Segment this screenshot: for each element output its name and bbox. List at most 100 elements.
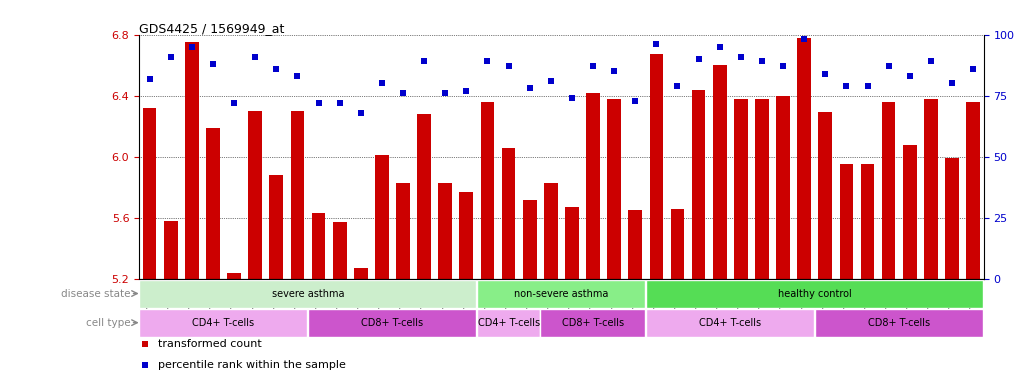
Point (226, 100, 242, 106)
Point (690, 56, 707, 62)
Bar (185, 42, 199, 279)
Bar (540, 309, 645, 337)
Bar (143, 108, 157, 279)
Bar (481, 102, 494, 279)
Point (289, 73, 306, 79)
Point (141, 76, 158, 82)
Bar (755, 99, 768, 279)
Point (458, 88, 475, 94)
Point (137, 362, 153, 369)
Point (310, 100, 327, 106)
Point (247, 53, 264, 60)
Point (585, 63, 602, 70)
Text: disease state: disease state (61, 288, 131, 298)
Bar (228, 273, 241, 279)
Bar (354, 268, 368, 279)
Bar (797, 38, 811, 279)
Text: healthy control: healthy control (778, 288, 852, 298)
Point (670, 83, 686, 89)
Bar (270, 175, 283, 279)
Point (648, 41, 664, 47)
Bar (966, 102, 980, 279)
Text: non-severe asthma: non-severe asthma (514, 288, 609, 298)
Bar (861, 164, 874, 279)
Bar (646, 280, 983, 308)
Bar (628, 210, 642, 279)
Bar (375, 155, 388, 279)
Text: percentile rank within the sample: percentile rank within the sample (158, 361, 346, 371)
Point (479, 58, 495, 65)
Text: CD4+ T-cells: CD4+ T-cells (478, 318, 540, 328)
Text: CD8+ T-cells: CD8+ T-cells (868, 318, 930, 328)
Text: CD8+ T-cells: CD8+ T-cells (562, 318, 624, 328)
Bar (544, 183, 557, 279)
Bar (333, 222, 346, 279)
Text: CD4+ T-cells: CD4+ T-cells (699, 318, 761, 328)
Point (137, 341, 153, 348)
Text: transformed count: transformed count (158, 339, 262, 349)
Bar (608, 99, 621, 279)
Bar (565, 207, 579, 279)
Bar (308, 309, 476, 337)
Point (754, 58, 770, 65)
Point (183, 44, 200, 50)
Point (437, 90, 453, 96)
Bar (397, 183, 410, 279)
Point (796, 36, 813, 43)
Point (374, 80, 390, 86)
Bar (523, 200, 537, 279)
Point (923, 58, 939, 65)
Bar (650, 55, 663, 279)
Text: severe asthma: severe asthma (272, 288, 344, 298)
Point (332, 100, 348, 106)
Point (712, 44, 728, 50)
Bar (477, 280, 645, 308)
Bar (477, 309, 540, 337)
Bar (290, 111, 304, 279)
Bar (459, 192, 473, 279)
Point (543, 78, 559, 84)
Point (205, 61, 221, 67)
Point (838, 83, 855, 89)
Point (859, 83, 876, 89)
Bar (139, 280, 476, 308)
Bar (924, 99, 937, 279)
Point (606, 68, 622, 74)
Point (817, 71, 833, 77)
Point (501, 63, 517, 70)
Bar (882, 102, 895, 279)
Bar (248, 111, 262, 279)
Bar (734, 99, 748, 279)
Point (732, 53, 749, 60)
Bar (417, 114, 431, 279)
Bar (312, 213, 325, 279)
Bar (713, 65, 726, 279)
Point (416, 58, 433, 65)
Point (965, 66, 982, 72)
Point (881, 63, 897, 70)
Bar (164, 221, 177, 279)
Text: cell type: cell type (85, 318, 131, 328)
Text: GDS4425 / 1569949_at: GDS4425 / 1569949_at (139, 22, 284, 35)
Point (627, 98, 644, 104)
Bar (819, 113, 832, 279)
Bar (586, 93, 599, 279)
Bar (839, 164, 853, 279)
Bar (206, 128, 219, 279)
Bar (439, 183, 452, 279)
Bar (946, 158, 959, 279)
Point (943, 80, 960, 86)
Point (775, 63, 791, 70)
Point (563, 95, 580, 101)
Point (163, 53, 179, 60)
Point (521, 85, 538, 91)
Bar (692, 89, 706, 279)
Text: CD4+ T-cells: CD4+ T-cells (193, 318, 254, 328)
Bar (671, 209, 684, 279)
Text: CD8+ T-cells: CD8+ T-cells (362, 318, 423, 328)
Point (394, 90, 411, 96)
Bar (777, 96, 790, 279)
Point (352, 110, 369, 116)
Bar (646, 309, 814, 337)
Bar (903, 144, 917, 279)
